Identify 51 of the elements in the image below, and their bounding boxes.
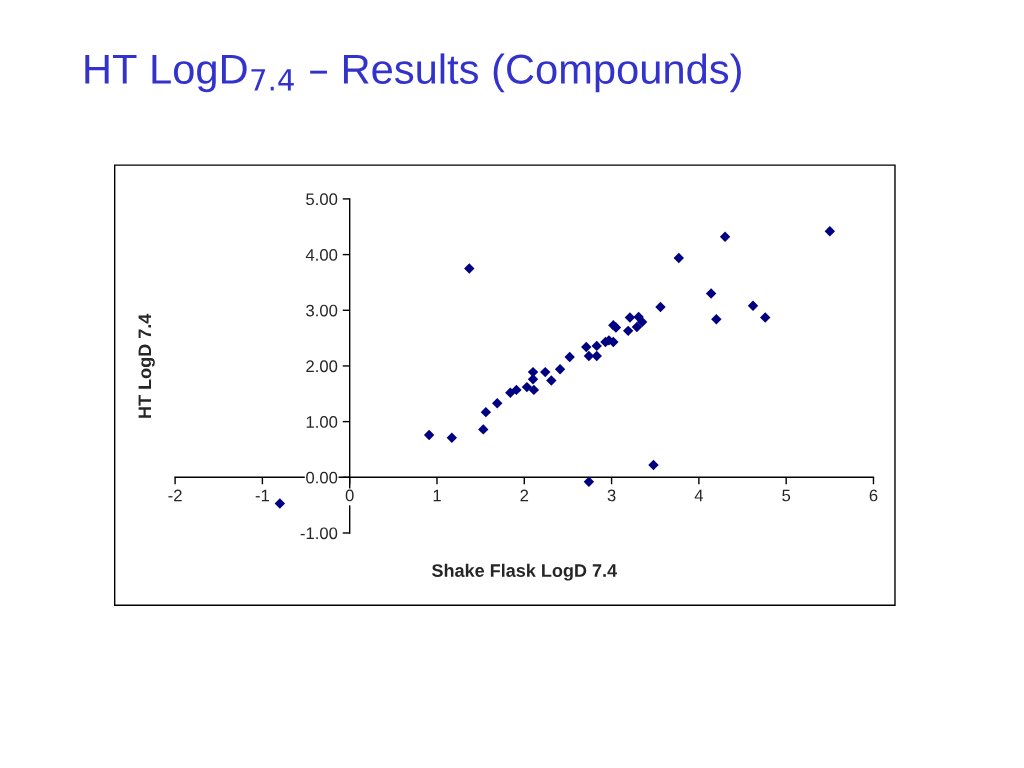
point [631,321,643,333]
y-tick-label: 0.00 [306,471,338,484]
point [824,226,836,237]
point [274,498,286,509]
chart-title: HT LogD$_{7.4}$ – Results (Compounds) [85,53,741,93]
point [747,300,759,312]
point [581,341,592,353]
point [492,398,503,409]
point [464,263,475,274]
y-tick-label: 1.00 [306,416,338,428]
y-axis-title: HT LogD 7.4 [138,313,155,418]
x-tick-label: 2 [520,489,529,502]
x-tick-label: 6 [869,489,878,502]
point [540,366,551,378]
point [719,231,731,242]
point [636,316,648,328]
point [583,476,595,487]
x-tick-label: -2 [168,489,182,502]
point [705,288,717,299]
point [760,312,771,323]
y-tick-label: 3.00 [306,304,338,317]
y-tick-label: -1.00 [300,527,338,540]
y-tick-label: 4.00 [305,248,338,261]
point [521,381,533,393]
point [554,364,566,375]
point [564,351,575,363]
point [546,375,557,386]
point [622,325,634,337]
point [648,459,659,471]
point [527,374,539,385]
point [711,313,722,325]
x-tick-label: 4 [694,489,704,502]
point [591,350,602,362]
point [591,340,602,352]
point [673,252,684,264]
point [446,432,458,443]
x-tick-label: 3 [607,489,616,502]
point [480,406,492,418]
x-tick-label: 1 [433,489,441,502]
point [511,384,522,396]
x-tick-label: -1 [255,489,269,502]
point [528,384,540,396]
y-tick-label: 2.00 [306,360,338,373]
point [423,429,435,441]
point [655,301,666,313]
y-tick-label: 5.00 [306,193,338,206]
point [624,312,636,323]
point [478,424,489,435]
x-tick-label: 0 [345,489,354,502]
x-axis-title: Shake Flask LogD 7.4 [431,563,618,581]
x-tick-label: 5 [782,489,791,502]
